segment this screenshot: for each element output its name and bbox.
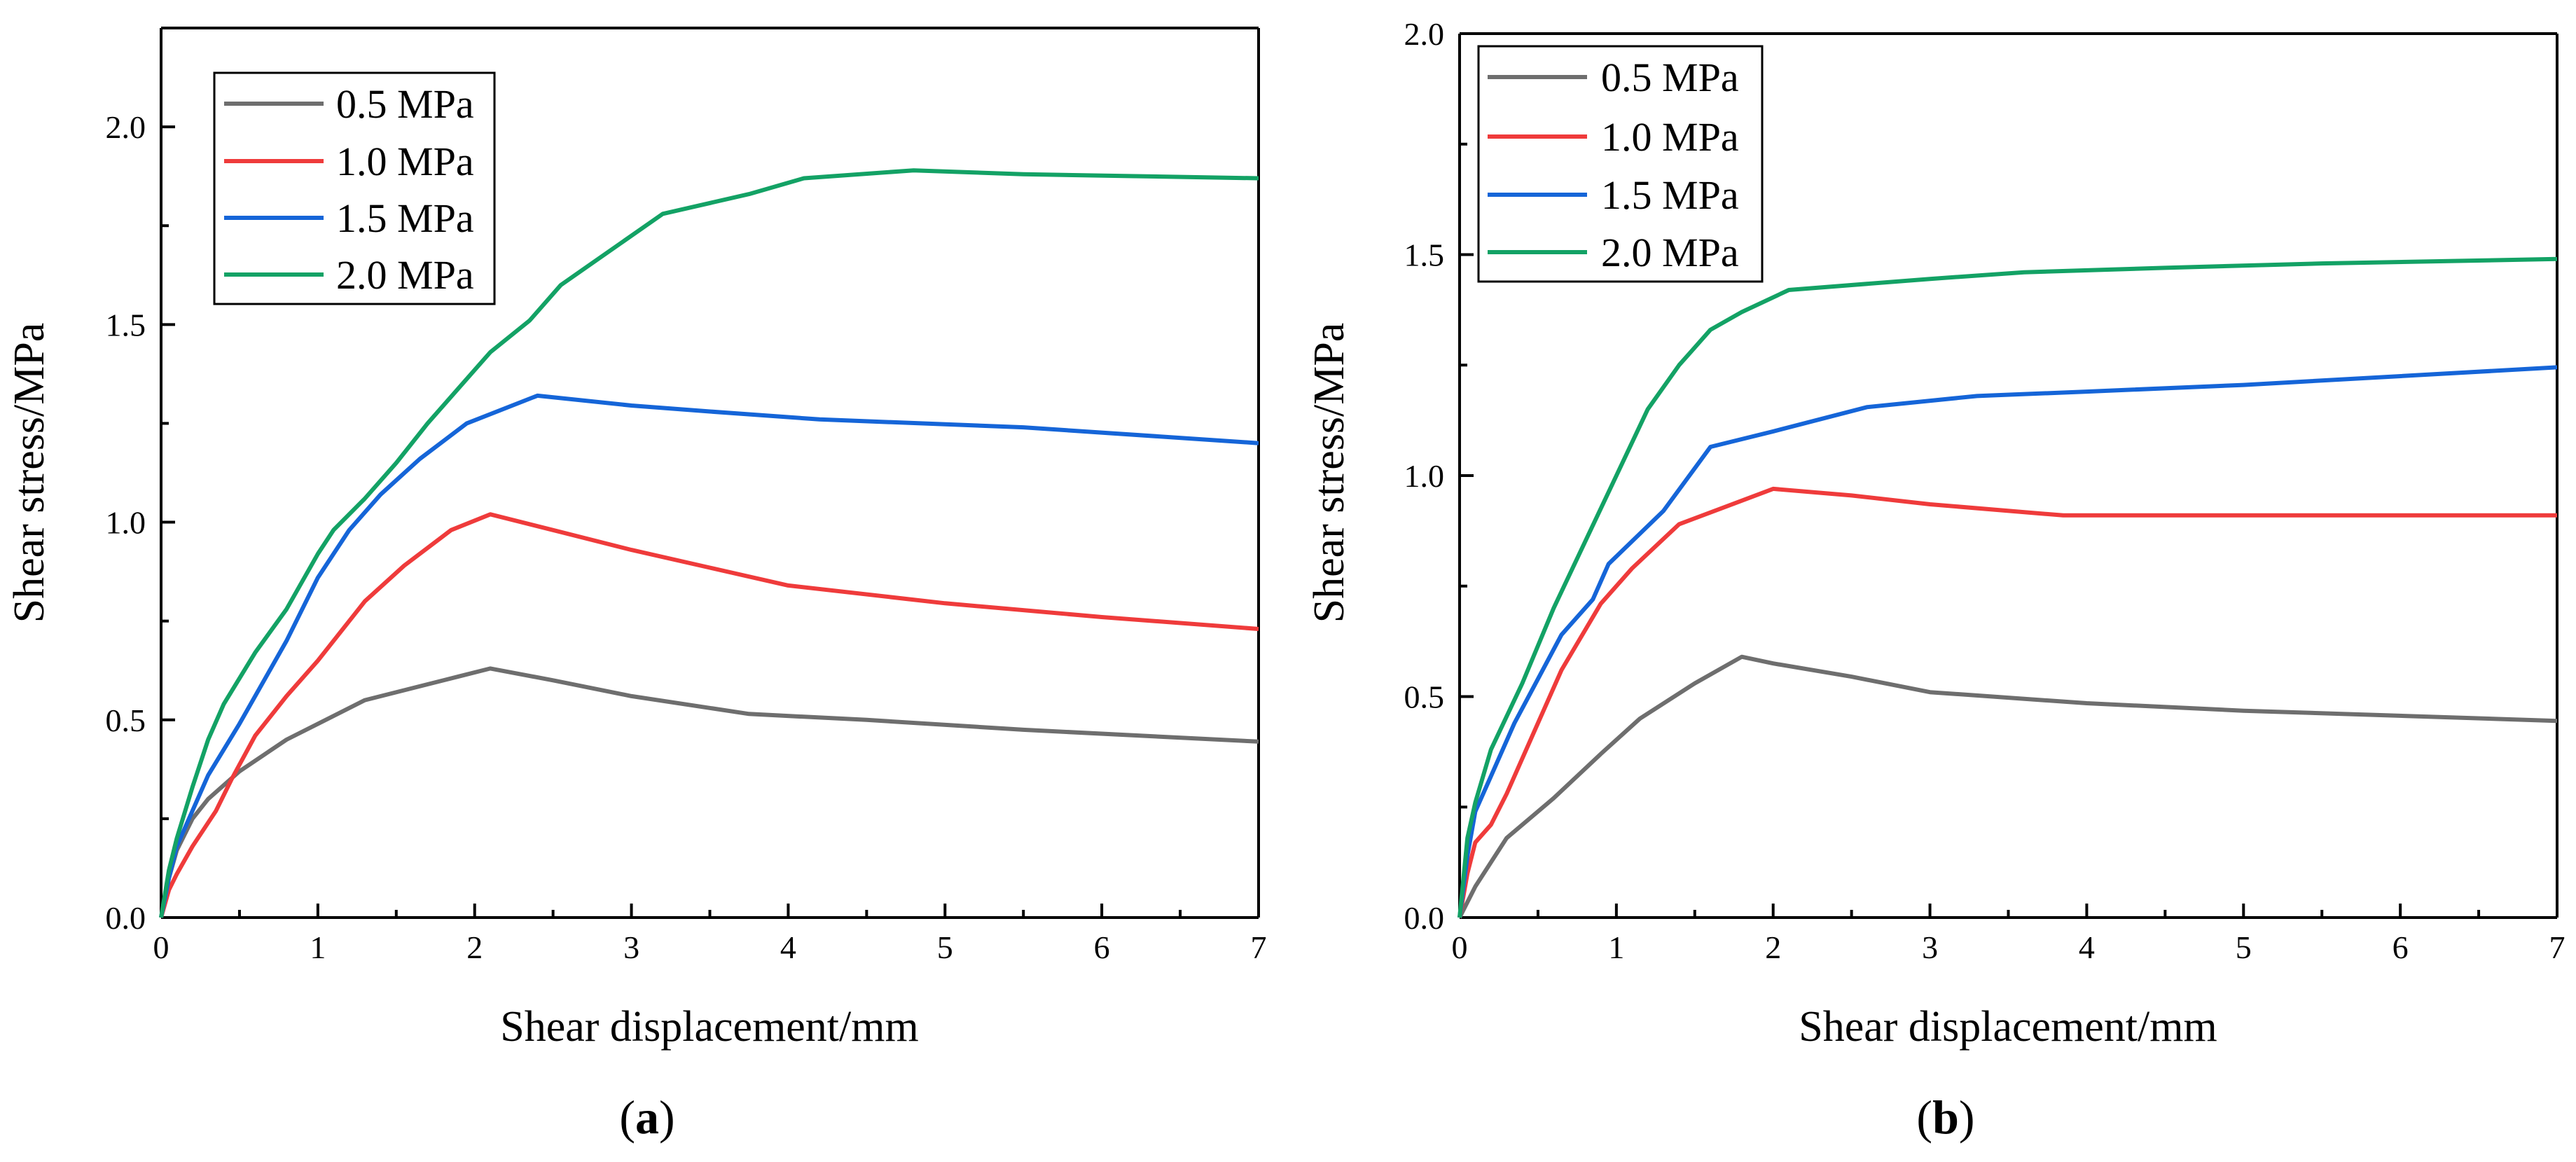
y-tick-label: 2.0 bbox=[1404, 16, 1445, 52]
y-tick-labels-b: 0.0 0.5 1.0 1.5 2.0 bbox=[1404, 16, 1445, 936]
x-tick-label: 7 bbox=[2549, 929, 2565, 965]
chart-panel-a: 0 1 2 3 4 5 6 7 0.0 0.5 1.0 1.5 2.0 Shea… bbox=[6, 27, 1267, 1144]
panel-label-b: (b) bbox=[1916, 1091, 1974, 1144]
x-tick-labels-b: 0 1 2 3 4 5 6 7 bbox=[1452, 929, 2565, 965]
series-line-15mpa bbox=[159, 393, 1259, 918]
y-tick-label: 1.0 bbox=[106, 505, 146, 541]
legend: 0.5 MPa 1.0 MPa 1.5 MPa 2.0 MPa bbox=[1477, 45, 1764, 283]
legend-label: 0.5 MPa bbox=[1601, 55, 1739, 100]
series-lines-a bbox=[159, 168, 1259, 918]
x-axis-title: Shear displacement/mm bbox=[1799, 1003, 2217, 1051]
panel-label-letter: b bbox=[1932, 1091, 1959, 1144]
y-tick-labels-a: 0.0 0.5 1.0 1.5 2.0 bbox=[106, 109, 146, 936]
y-tick-label: 0.5 bbox=[1404, 679, 1445, 715]
y-axis-title: Shear stress/MPa bbox=[6, 323, 53, 623]
series-line-10mpa bbox=[159, 512, 1259, 918]
y-tick-label: 0.0 bbox=[106, 900, 146, 936]
y-tick-label: 0.0 bbox=[1404, 900, 1445, 936]
legend-label: 1.0 MPa bbox=[1601, 114, 1739, 160]
panel-label-close: ) bbox=[659, 1091, 675, 1144]
y-tick-label: 1.5 bbox=[1404, 237, 1445, 273]
legend-label: 0.5 MPa bbox=[336, 81, 474, 127]
legend-label: 2.0 MPa bbox=[1601, 230, 1739, 275]
x-tick-label: 3 bbox=[623, 929, 639, 965]
legend-label: 1.5 MPa bbox=[336, 195, 474, 241]
x-tick-label: 7 bbox=[1251, 929, 1267, 965]
x-tick-label: 6 bbox=[2393, 929, 2409, 965]
y-tick-label: 2.0 bbox=[106, 109, 146, 145]
panel-label-a: (a) bbox=[619, 1091, 674, 1144]
series-line-10mpa bbox=[1457, 486, 2557, 918]
series-line-05mpa bbox=[159, 666, 1259, 918]
x-tick-label: 0 bbox=[153, 929, 169, 965]
legend: 0.5 MPa 1.0 MPa 1.5 MPa 2.0 MPa bbox=[213, 71, 496, 305]
x-tick-label: 4 bbox=[780, 929, 796, 965]
panel-label-close: ) bbox=[1959, 1091, 1975, 1144]
series-line-20mpa bbox=[159, 168, 1259, 918]
y-tick-label: 0.5 bbox=[106, 703, 146, 738]
y-tick-label: 1.0 bbox=[1404, 458, 1445, 494]
series-line-15mpa bbox=[1457, 365, 2558, 918]
x-tick-label: 2 bbox=[1765, 929, 1781, 965]
legend-box bbox=[1477, 45, 1764, 283]
x-tick-label: 5 bbox=[2236, 929, 2252, 965]
legend-label: 1.0 MPa bbox=[336, 139, 474, 184]
panel-label-open: ( bbox=[1916, 1091, 1932, 1144]
x-tick-label: 3 bbox=[1922, 929, 1938, 965]
x-tick-label: 6 bbox=[1094, 929, 1110, 965]
x-tick-label: 4 bbox=[2079, 929, 2095, 965]
tick-marks-a bbox=[160, 125, 1260, 919]
x-tick-label: 2 bbox=[466, 929, 483, 965]
series-line-20mpa bbox=[1457, 256, 2558, 918]
x-tick-label: 5 bbox=[937, 929, 953, 965]
y-axis-title: Shear stress/MPa bbox=[1306, 323, 1353, 623]
series-lines-b bbox=[1457, 256, 2558, 919]
legend-box bbox=[213, 71, 496, 305]
x-tick-label: 0 bbox=[1452, 929, 1468, 965]
x-tick-labels-a: 0 1 2 3 4 5 6 7 bbox=[153, 929, 1267, 965]
x-axis-title: Shear displacement/mm bbox=[500, 1003, 918, 1051]
y-tick-label: 1.5 bbox=[106, 307, 146, 343]
panel-label-open: ( bbox=[619, 1091, 635, 1144]
x-tick-label: 1 bbox=[310, 929, 326, 965]
panel-label-letter: a bbox=[635, 1091, 659, 1144]
series-line-05mpa bbox=[1457, 654, 2558, 919]
chart-panel-b: 0 1 2 3 4 5 6 7 0.0 0.5 1.0 1.5 2.0 Shea… bbox=[1306, 16, 2565, 1144]
legend-label: 1.5 MPa bbox=[1601, 172, 1739, 218]
legend-label: 2.0 MPa bbox=[336, 252, 474, 298]
x-tick-label: 1 bbox=[1608, 929, 1624, 965]
